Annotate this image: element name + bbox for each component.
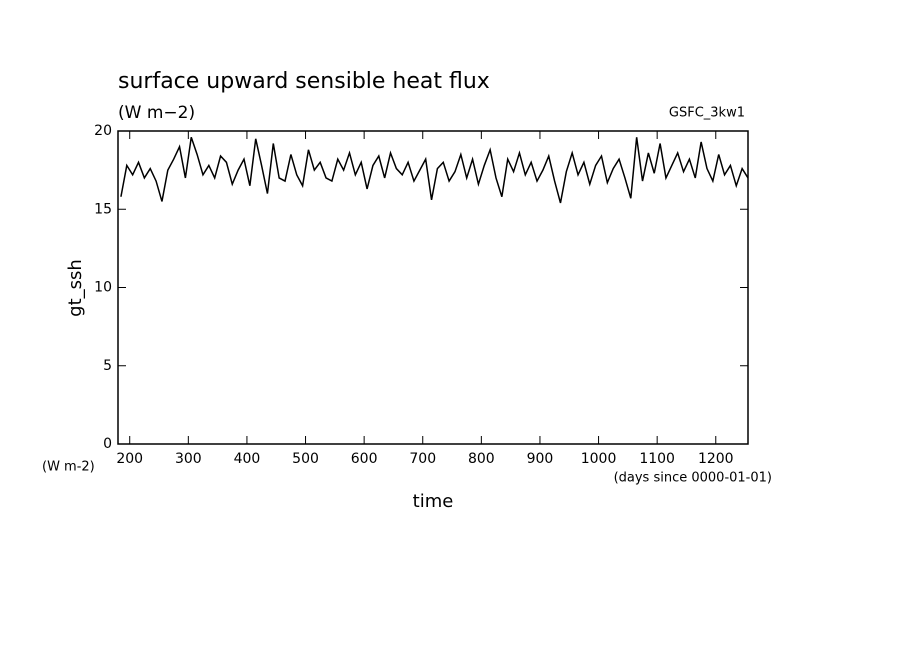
chart-title: surface upward sensible heat flux: [118, 69, 490, 94]
x-tick-label: 300: [175, 451, 202, 467]
x-tick-label: 700: [409, 451, 436, 467]
y-axis-label: gt_ssh: [65, 259, 86, 317]
plot-frame: [117, 130, 749, 445]
x-tick-label: 400: [234, 451, 261, 467]
x-tick-label: 600: [351, 451, 378, 467]
x-tick-label: 800: [468, 451, 495, 467]
data-line: [120, 137, 749, 204]
x-tick-label: 1100: [639, 451, 675, 467]
x-tick-label: 1200: [698, 451, 734, 467]
y-unit: (W m-2): [42, 460, 95, 475]
annotation: GSFC_3kw1: [669, 106, 745, 121]
x-tick-label: 1000: [581, 451, 617, 467]
x-unit: (days since 0000-01-01): [614, 471, 772, 486]
chart-subtitle: (W m−2): [118, 103, 195, 123]
y-tick-label: 5: [103, 358, 112, 374]
y-tick-label: 15: [94, 201, 112, 217]
x-axis-label: time: [413, 491, 454, 512]
y-tick-label: 0: [103, 436, 112, 452]
x-tick-label: 500: [292, 451, 319, 467]
y-tick-label: 20: [94, 123, 112, 139]
y-tick-label: 10: [94, 280, 112, 296]
x-tick-label: 900: [527, 451, 554, 467]
x-tick-label: 200: [116, 451, 143, 467]
